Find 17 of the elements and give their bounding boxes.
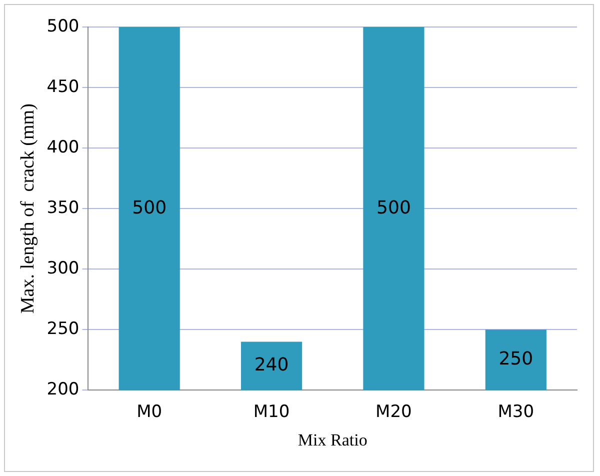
data-label: 500 [376, 197, 411, 218]
x-tick-label: M10 [253, 402, 290, 422]
x-tick-label: M30 [498, 402, 534, 422]
y-tick-label: 200 [46, 380, 80, 400]
data-label: 240 [254, 354, 289, 376]
y-tick-label: 300 [46, 258, 80, 279]
y-axis-title: Max. length of crack (mm) [17, 104, 38, 314]
y-tick-label: 450 [46, 76, 80, 97]
data-label: 500 [132, 197, 167, 218]
data-label: 250 [498, 348, 534, 370]
y-tick-label: 400 [46, 137, 80, 158]
y-tick-label: 350 [46, 198, 80, 218]
y-tick-label: 250 [46, 319, 80, 340]
x-tick-label: M0 [136, 402, 162, 422]
y-tick-label: 500 [46, 16, 80, 36]
x-tick-label: M20 [376, 402, 412, 422]
x-axis-title: Mix Ratio [298, 430, 368, 450]
